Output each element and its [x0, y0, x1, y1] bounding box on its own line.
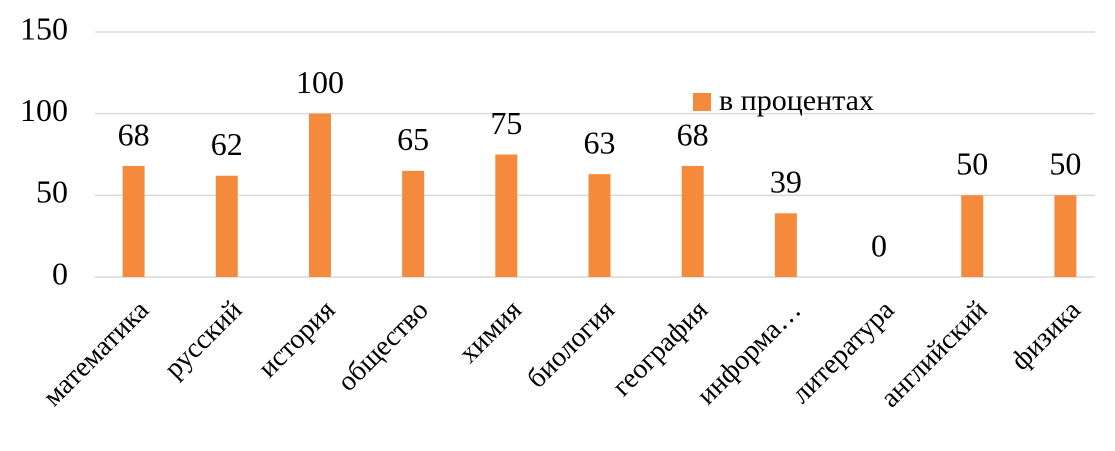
x-tick-label: общество [332, 295, 435, 398]
bar [495, 154, 518, 277]
bar [402, 170, 425, 277]
bar [681, 165, 704, 277]
y-tick-label: 100 [20, 92, 68, 128]
bar [1054, 195, 1077, 277]
value-label: 62 [211, 126, 243, 162]
bar [308, 113, 331, 278]
bar [774, 213, 797, 277]
value-label: 39 [770, 164, 802, 200]
x-tick-label: химия [453, 294, 528, 369]
value-label: 50 [956, 146, 988, 182]
bar [215, 175, 238, 277]
y-tick-label: 150 [20, 10, 68, 46]
value-label: 100 [296, 64, 344, 100]
value-label: 75 [490, 105, 522, 141]
value-label: 50 [1049, 146, 1081, 182]
bar [588, 174, 611, 277]
x-tick-label: математика [37, 294, 155, 412]
y-tick-label: 0 [52, 255, 68, 291]
x-tick-label: история [252, 294, 341, 383]
x-tick-label: физика [1005, 294, 1087, 376]
value-label: 63 [584, 124, 616, 160]
value-label: 0 [871, 227, 887, 263]
bar [122, 165, 145, 277]
value-label: 68 [677, 116, 709, 152]
x-tick-label: русский [158, 295, 248, 385]
legend-swatch [693, 93, 711, 111]
value-label: 68 [118, 116, 150, 152]
legend-label: в процентах [719, 84, 874, 117]
y-tick-label: 50 [36, 174, 68, 210]
bar [961, 195, 984, 277]
value-label: 65 [397, 121, 429, 157]
